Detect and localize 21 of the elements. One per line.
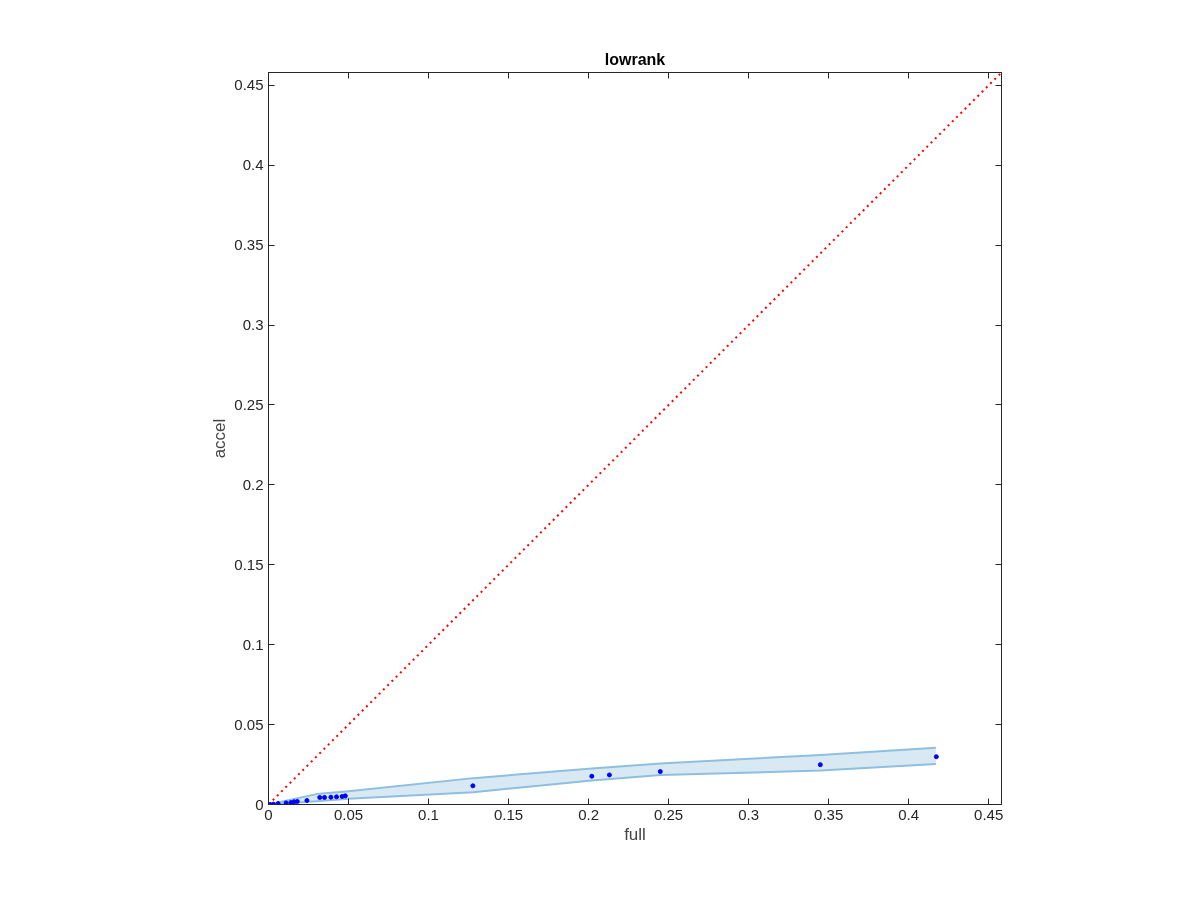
y-tick-label: 0.2 [242,475,264,493]
chart-title: lowrank [604,50,666,68]
y-tick-label: 0.25 [234,395,264,413]
x-tick-label: 0.25 [654,805,684,823]
x-tick-label: 0.3 [738,805,760,823]
y-axis-title: accel [210,418,230,459]
y-tick-label: 0.45 [234,76,264,94]
x-tick-label: 0.35 [814,805,844,823]
x-tick-label: 0.1 [418,805,439,823]
x-tick-label: 0.4 [898,805,920,823]
y-tick-label: 0.3 [242,316,264,334]
x-tick-label: 0.15 [493,805,524,823]
x-axis-title: full [624,824,646,844]
x-tick-label: 0.2 [578,805,600,823]
y-tick-label: 0.35 [234,236,264,254]
y-tick-label: 0.1 [242,635,264,653]
x-tick-label: 0.45 [974,805,1004,823]
y-tick-label: 0.15 [234,555,264,573]
y-tick-label: 0.05 [234,715,264,733]
x-tick-label: 0.05 [333,805,364,823]
y-tick-label: 0.4 [242,156,264,174]
